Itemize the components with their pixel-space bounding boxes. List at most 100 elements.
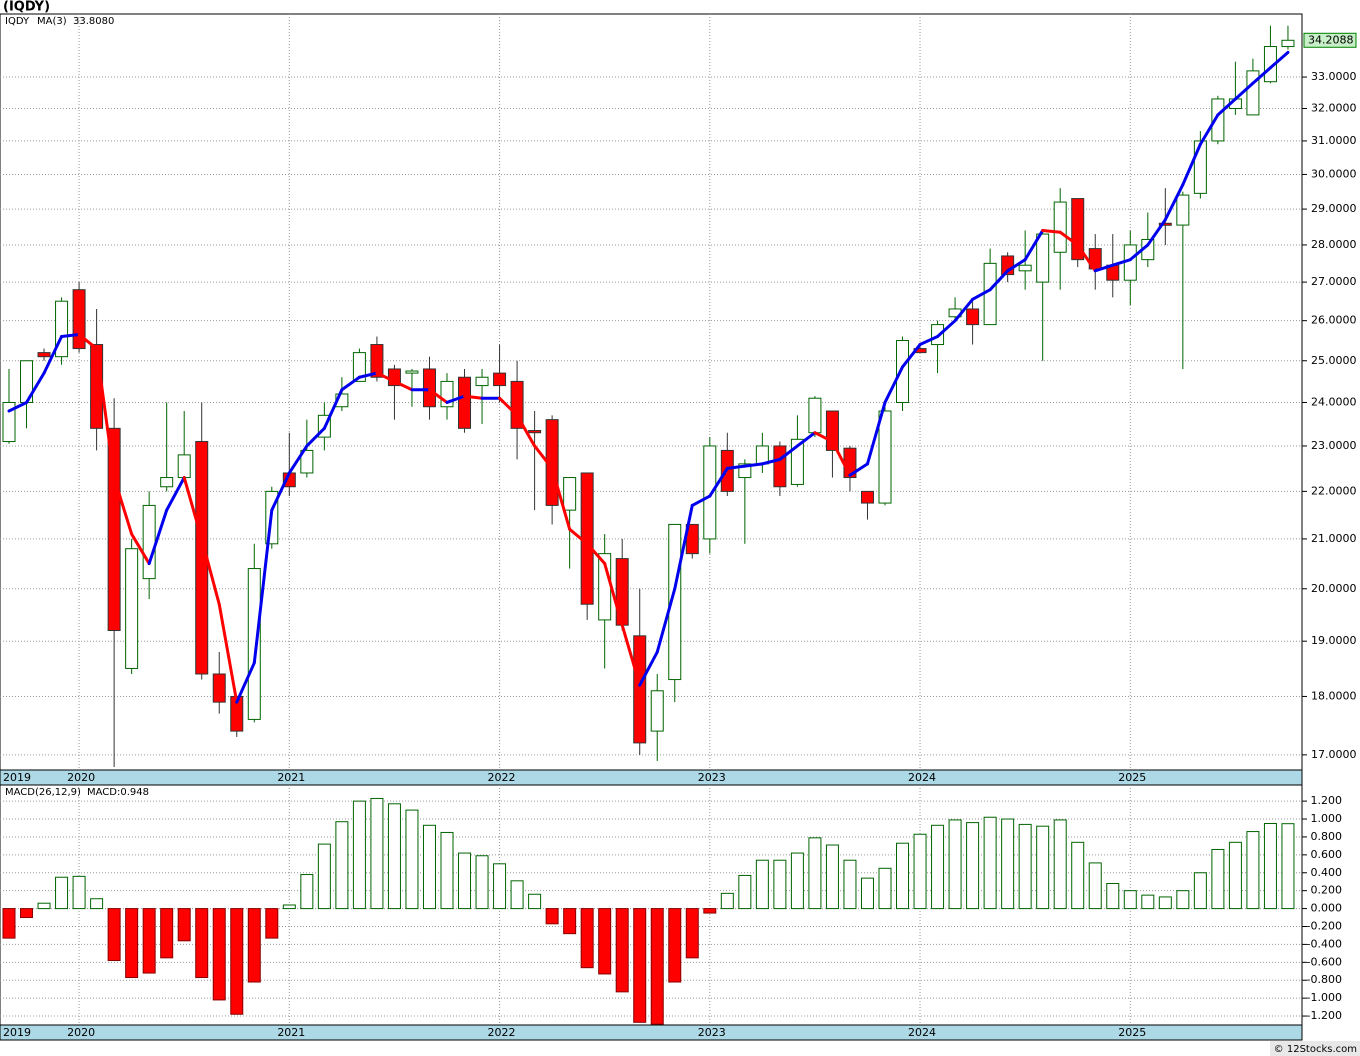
macd-bar	[90, 898, 104, 910]
ma-line	[1111, 258, 1132, 267]
candle-body	[1211, 98, 1225, 142]
ma-line	[901, 343, 922, 369]
macd-bar	[860, 877, 874, 910]
y-tick-label: 20.0000	[1311, 582, 1357, 595]
x-tick-label: 2022	[488, 771, 516, 784]
macd-bar	[20, 908, 34, 919]
footer-band	[1270, 1041, 1360, 1056]
y-tick-label: 0.400	[1311, 866, 1343, 879]
ma-line	[550, 466, 572, 531]
ma-line	[708, 466, 729, 498]
x-tick-label: 2019	[3, 1026, 31, 1039]
macd-bar	[598, 908, 612, 975]
macd-bar	[685, 908, 699, 959]
macd-bar	[282, 904, 296, 910]
ma-line	[252, 508, 274, 665]
ma-line	[445, 394, 467, 404]
candle-body	[458, 376, 472, 429]
macd-bar	[125, 908, 139, 979]
macd-bar	[107, 908, 121, 962]
candle-body	[1246, 70, 1260, 116]
macd-bar	[825, 844, 839, 910]
macd-bar	[948, 819, 962, 910]
macd-bar	[966, 822, 980, 910]
ma-line	[25, 371, 46, 404]
ma-line	[1163, 183, 1185, 222]
candle-body	[966, 308, 980, 326]
ma-line	[865, 400, 887, 466]
ma-line	[375, 371, 396, 383]
y-tick-label: 0.600	[1311, 848, 1343, 861]
ma-line	[1251, 66, 1272, 85]
candle-body	[370, 344, 384, 378]
ma-line	[182, 476, 204, 541]
macd-bar	[55, 876, 69, 910]
y-tick-label: 27.0000	[1311, 275, 1357, 288]
y-tick-label: 21.0000	[1311, 532, 1357, 545]
macd-bar	[72, 875, 86, 910]
ma-line	[1146, 218, 1167, 247]
macd-bar	[230, 908, 244, 1015]
legend-macd: MACD(26,12,9)	[5, 787, 81, 798]
ma-line	[1093, 263, 1115, 273]
x-tick-label: 2025	[1118, 1026, 1146, 1039]
x-tick-label: 2023	[698, 1026, 726, 1039]
legend-ma-name: MA(3)	[37, 16, 67, 27]
ma-line	[988, 269, 1010, 292]
candle-body	[1053, 201, 1067, 253]
candle-body	[300, 449, 314, 474]
x-tick-label: 2023	[698, 771, 726, 784]
ma-line	[673, 503, 694, 591]
candle-body	[703, 445, 717, 540]
date-band	[0, 769, 1303, 786]
candle-body	[860, 490, 874, 504]
macd-bar	[195, 908, 209, 979]
ma-line	[1233, 81, 1255, 101]
macd-bar	[1088, 862, 1102, 910]
macd-bar	[1211, 848, 1225, 910]
ma-line	[1076, 243, 1097, 273]
candle-body	[37, 352, 51, 358]
y-tick-label: 31.0000	[1311, 134, 1357, 147]
candle-body	[755, 445, 769, 465]
macd-bar	[738, 874, 752, 910]
candle-body	[773, 445, 787, 488]
legend-ma-value: 33.8080	[73, 16, 114, 27]
candle-body	[177, 454, 191, 479]
y-tick-label: 0.000	[1311, 902, 1343, 915]
ma-line	[1006, 258, 1027, 273]
macd-bar	[177, 908, 191, 942]
legend-ticker: IQDY	[5, 16, 30, 27]
candle-body	[1193, 140, 1207, 194]
ma-line	[165, 476, 186, 512]
candle-body	[1158, 222, 1172, 226]
ma-line	[1198, 113, 1220, 146]
macd-bar	[247, 908, 261, 983]
candle-body	[633, 635, 647, 744]
ma-line	[463, 394, 484, 400]
candle-body	[1018, 264, 1032, 272]
ma-line	[235, 661, 256, 704]
macd-bar	[1158, 896, 1172, 910]
macd-bar	[650, 908, 664, 1025]
y-tick-label: -1.000	[1307, 991, 1342, 1004]
ma-line	[60, 333, 81, 339]
candle-body	[475, 376, 489, 387]
macd-bar	[300, 874, 314, 910]
x-tick-label: 2024	[908, 771, 936, 784]
macd-bar	[387, 803, 401, 910]
ma-line	[147, 508, 169, 566]
candle-body	[808, 397, 822, 434]
ma-line	[1216, 97, 1237, 117]
ma-line	[568, 527, 589, 546]
macd-bar	[563, 908, 577, 935]
macd-bar	[405, 809, 419, 910]
x-tick-label: 2022	[488, 1026, 516, 1039]
ma-line	[971, 288, 992, 301]
y-tick-label: 0.800	[1311, 830, 1343, 843]
macd-bar	[720, 892, 734, 910]
y-tick-label: -0.200	[1307, 919, 1342, 932]
ma-line	[743, 462, 764, 468]
ma-line	[638, 650, 659, 687]
y-tick-label: 28.0000	[1311, 238, 1357, 251]
